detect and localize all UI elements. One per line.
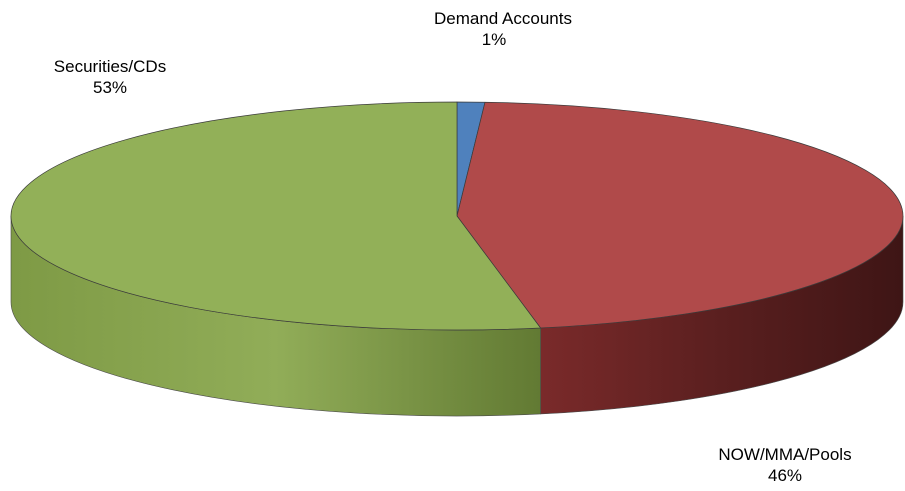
- slice-value-text: 1%: [481, 30, 507, 49]
- slice-label-text: Securities/CDs: [53, 57, 167, 76]
- slice-value-text: 53%: [92, 78, 128, 97]
- pie-slice-now-mma-pools: [456, 101, 904, 329]
- pie-tops: [10, 101, 904, 331]
- slice-label-securities-cds: Securities/CDs 53%: [30, 56, 190, 98]
- slice-label-demand-accounts: Demand Accounts 1%: [434, 8, 572, 50]
- pie-slice-securities-cds: [10, 101, 541, 331]
- slice-label-text: NOW/MMA/Pools: [718, 445, 852, 464]
- slice-label-now-mma-pools: NOW/MMA/Pools 46%: [685, 444, 885, 486]
- slice-value-text: 46%: [767, 466, 803, 485]
- slice-label-text: Demand Accounts: [434, 9, 572, 28]
